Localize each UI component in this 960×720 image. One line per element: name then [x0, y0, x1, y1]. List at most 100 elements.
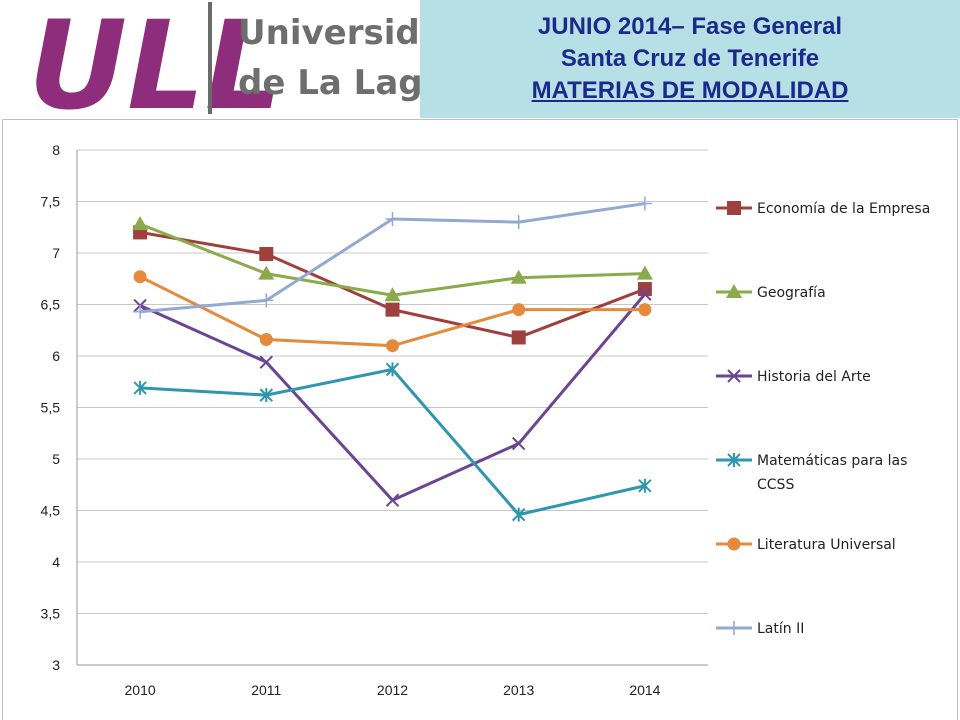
series-line — [139, 293, 647, 502]
data-point — [637, 282, 652, 297]
y-tick-label: 5 — [52, 451, 60, 467]
data-point — [511, 330, 526, 345]
title-line-3: MATERIAS DE MODALIDAD — [531, 77, 849, 104]
data-point — [638, 478, 652, 493]
marker-square — [259, 247, 274, 262]
ull-logo-mark: ULL — [28, 0, 283, 118]
data-point — [385, 212, 400, 227]
data-point — [386, 339, 399, 353]
data-point — [511, 436, 526, 451]
legend-item: Literatura Universal — [716, 537, 896, 553]
series-0 — [133, 225, 652, 345]
legend-label: Geografía — [757, 285, 826, 301]
marker-x — [638, 287, 652, 301]
data-point — [132, 216, 149, 231]
series-4 — [133, 270, 652, 353]
marker-square — [727, 201, 741, 215]
data-point — [637, 196, 652, 211]
marker-x — [385, 493, 400, 507]
marker-square — [637, 282, 652, 297]
data-point — [259, 388, 274, 403]
y-tick-label: 8 — [52, 142, 60, 158]
marker-star — [385, 362, 400, 377]
y-tick-label: 7,5 — [41, 194, 61, 210]
y-tick-label: 5,5 — [41, 400, 61, 416]
legend-item: Historia del Arte — [716, 369, 871, 385]
marker-triangle — [636, 265, 653, 280]
legend-label: Economía de la Empresa — [757, 201, 930, 217]
x-tick-label: 2013 — [503, 682, 534, 698]
title-line-2: Santa Cruz de Tenerife — [560, 45, 820, 72]
data-point — [385, 493, 400, 507]
marker-triangle — [726, 284, 742, 298]
marker-triangle — [510, 269, 527, 284]
data-point — [259, 247, 274, 262]
data-point — [384, 287, 401, 302]
marker-star — [259, 388, 274, 403]
marker-x — [259, 355, 274, 369]
legend-label-line: Matemáticas para las — [757, 453, 907, 469]
marker-square — [385, 302, 400, 317]
legend-item: Economía de la Empresa — [716, 201, 930, 217]
series-5 — [133, 196, 652, 319]
data-point — [259, 333, 273, 347]
header-title-box: JUNIO 2014– Fase General Santa Cruz de T… — [420, 0, 960, 118]
chart-frame — [2, 119, 958, 720]
data-point — [512, 303, 526, 317]
marker-plus — [259, 293, 274, 308]
data-point — [510, 269, 527, 284]
data-point — [638, 287, 652, 301]
marker-star — [727, 453, 741, 467]
legend-item: Geografía — [716, 284, 826, 301]
series-1 — [132, 216, 653, 302]
data-point — [638, 303, 652, 317]
marker-plus — [133, 304, 148, 319]
series-2 — [133, 287, 652, 507]
data-point — [259, 293, 274, 308]
logo-divider — [208, 2, 212, 114]
series-line — [140, 367, 646, 517]
marker-triangle — [132, 216, 149, 231]
legend-label: Matemáticas para las CCSS — [757, 453, 907, 493]
data-point — [385, 362, 400, 377]
data-point — [133, 304, 148, 319]
marker-star — [133, 380, 147, 395]
legend-label: Latín II — [757, 621, 804, 637]
logo-text-line1: Universidad — [238, 13, 420, 53]
x-tick-label: 2010 — [125, 682, 156, 698]
legend-label: Literatura Universal — [757, 537, 896, 553]
marker-square — [511, 330, 526, 345]
y-tick-label: 6 — [52, 348, 60, 364]
marker-plus — [637, 196, 652, 211]
data-point — [258, 265, 275, 280]
marker-plus — [385, 212, 400, 227]
marker-circle — [259, 333, 273, 347]
title-line-1: JUNIO 2014– Fase General — [537, 13, 843, 40]
y-tick-label: 3,5 — [41, 606, 61, 622]
data-point — [636, 265, 653, 280]
legend-item: Matemáticas para las CCSS — [716, 453, 907, 493]
marker-x — [511, 436, 526, 451]
x-tick-label: 2014 — [629, 682, 660, 698]
data-point — [259, 355, 274, 369]
y-tick-label: 7 — [52, 245, 60, 261]
series-line — [139, 222, 645, 297]
series-3 — [133, 362, 652, 522]
data-point — [511, 507, 526, 522]
legend-label-line: CCSS — [757, 477, 794, 493]
header-logo: ULL Universidad de La Laguna — [0, 0, 420, 118]
series-line — [139, 230, 646, 339]
legend-item: Latín II — [716, 621, 804, 637]
marker-circle — [133, 270, 147, 284]
y-tick-label: 3 — [52, 657, 60, 673]
x-tick-label: 2011 — [251, 682, 281, 698]
marker-circle — [638, 303, 652, 317]
logo-text-line2: de La Laguna — [238, 63, 420, 103]
x-tick-label: 2012 — [377, 682, 408, 698]
marker-circle — [386, 339, 399, 353]
marker-plus — [727, 621, 741, 635]
data-point — [133, 380, 147, 395]
y-tick-label: 6,5 — [41, 297, 61, 313]
marker-star — [511, 507, 526, 522]
